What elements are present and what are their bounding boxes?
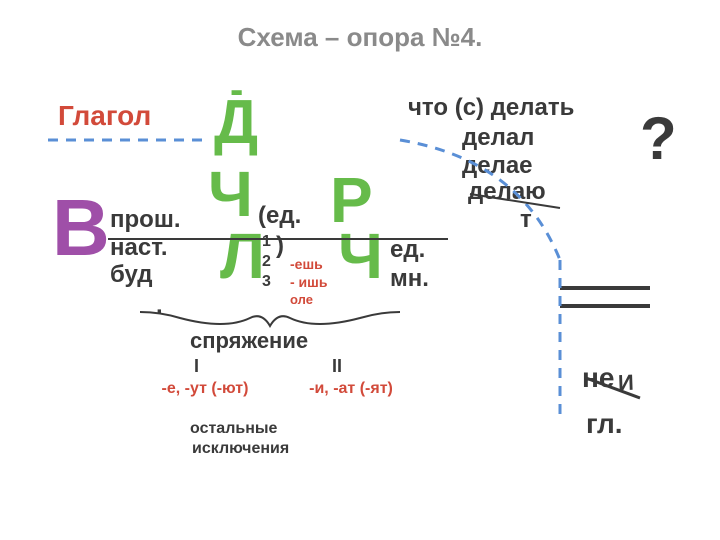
ending-ish: - ишь: [290, 274, 327, 290]
label-gl: гл.: [586, 408, 623, 440]
ed-close: ): [276, 232, 284, 260]
ending-ole: оле: [290, 292, 313, 307]
letter-v: В: [52, 188, 110, 268]
spryazhenie-i: I: [194, 356, 199, 377]
question-delayu-t: т: [520, 206, 532, 234]
ed-label: ед.: [390, 236, 429, 265]
ed-numbers: 1 2 3: [262, 232, 271, 292]
question-chto: что (с) делать: [408, 94, 574, 122]
ed-open: (ед.: [258, 202, 301, 230]
horizontal-rule: [108, 238, 448, 240]
spryazhenie-label: спряжение: [190, 328, 308, 354]
ostalnye: остальные: [190, 420, 277, 438]
letter-d: Д: [214, 92, 258, 154]
tense-bud: буд: [110, 261, 181, 289]
mn-label: мн.: [390, 265, 429, 294]
ending-esh: -ешь: [290, 256, 323, 272]
question-delae: делае: [462, 152, 533, 180]
letter-ch: Ч: [208, 162, 253, 226]
num-3: 3: [262, 272, 271, 292]
question-delayu: делаю: [468, 180, 546, 204]
endings-i: -е, -ут (-ют): [150, 380, 260, 398]
spryazhenie-ii: II: [332, 356, 342, 377]
question-mark: ?: [640, 104, 677, 173]
label-i: И: [618, 370, 635, 397]
num-2: 2: [262, 252, 271, 272]
question-delal: делал: [462, 124, 534, 152]
endings-ii: -и, -ат (-ят): [296, 380, 406, 398]
tense-prosh: прош.: [110, 206, 181, 234]
isklyucheniya: исключения: [192, 440, 289, 458]
diagram-stage: { "colors": { "title": "#8a8a8a", "accen…: [0, 0, 720, 540]
ed-mn-block: ед. мн.: [390, 236, 429, 294]
double-line: [560, 286, 650, 308]
letter-ch2: Ч: [338, 224, 383, 288]
label-glagol: Глагол: [58, 100, 151, 132]
tenses-block: прош. наст. буд: [110, 206, 181, 289]
tense-dot: .: [156, 292, 163, 320]
label-ne: не: [582, 362, 614, 394]
num-1: 1: [262, 232, 271, 252]
letter-l: Л: [220, 224, 265, 288]
page-title: Схема – опора №4.: [0, 22, 720, 53]
